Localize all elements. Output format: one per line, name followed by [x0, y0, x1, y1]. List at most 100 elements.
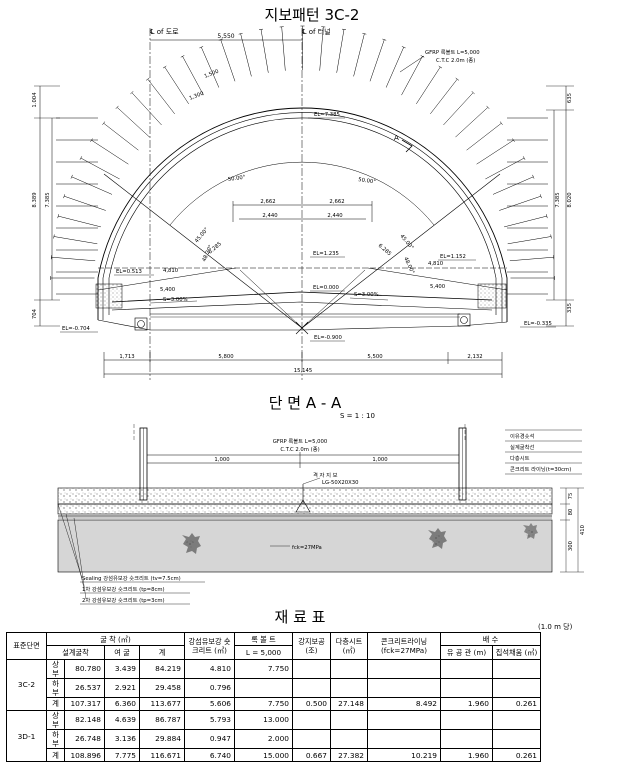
angle-left-1: 45.00° — [194, 227, 210, 245]
rock-bolt-end — [402, 46, 406, 48]
rock-bolt — [148, 79, 175, 114]
shotcrete-cell: 0.947 — [185, 729, 235, 748]
part-cell: 계 — [47, 697, 65, 710]
th-pattern: 표준단면 — [7, 633, 47, 660]
rock-bolt — [72, 177, 112, 195]
rock-bolt — [485, 158, 524, 179]
dim-4810-right: 4,810 — [428, 261, 444, 267]
rockbolt-cell: 15.000 — [235, 748, 293, 761]
rock-bolt — [183, 56, 204, 95]
exc-over-cell: 3.136 — [105, 729, 140, 748]
rock-bolt — [201, 47, 219, 87]
rock-bolt — [386, 47, 404, 87]
rockbolt-cell: 2.000 — [235, 729, 293, 748]
shotcrete-cell: 0.796 — [185, 678, 235, 697]
dim-2662-left: 2,662 — [260, 199, 275, 205]
rock-bolt — [456, 107, 488, 137]
section-gfrp: GFRP 록볼트 L=5,000 — [273, 438, 328, 445]
steel-cell — [293, 678, 331, 697]
gfrp-label: GFRP 록볼트 L=5,000 — [425, 49, 480, 56]
th-exc-over: 여 굴 — [105, 646, 140, 659]
exc-design-cell: 107.317 — [65, 697, 105, 710]
pipe-cell: 1.960 — [441, 697, 493, 710]
rock-bolt — [477, 140, 514, 164]
exc-design-cell: 82.148 — [65, 710, 105, 729]
gravel-cell — [493, 659, 541, 678]
th-rockbolt-len: L = 5,000 — [235, 646, 293, 659]
cl-road-label: ℄ of 도로 — [150, 28, 179, 36]
rockbolt-cell: 13.000 — [235, 710, 293, 729]
dim-4810-left: 4,810 — [163, 268, 179, 274]
sheet-cell — [331, 659, 368, 678]
legend-item-4: 콘크리트 라이닝(t=30cm) — [510, 465, 571, 473]
gravel-cell: 0.261 — [493, 697, 541, 710]
sheet-cell: 27.382 — [331, 748, 368, 761]
bolt-length-2: 1,300 — [189, 90, 206, 101]
exc-design-cell: 108.896 — [65, 748, 105, 761]
rock-bolt-end — [551, 235, 552, 239]
exc-design-cell: 26.748 — [65, 729, 105, 748]
rock-bolt — [493, 177, 533, 195]
th-excavation: 굴 착 (㎥) — [47, 633, 185, 646]
steel-cell — [293, 659, 331, 678]
th-drain-gravel: 집석채움 (㎥) — [493, 646, 541, 659]
rock-bolt-end — [102, 122, 105, 125]
legend-item-2: 실계굴착선 — [510, 443, 534, 451]
sheet-cell: 27.148 — [331, 697, 368, 710]
rock-bolt-end — [533, 175, 535, 179]
slope-right: S=3.00% — [354, 292, 379, 298]
section-dim-80: 80 — [568, 508, 574, 515]
angle-right-2: 48.00° — [402, 256, 415, 275]
rock-bolt — [58, 216, 101, 227]
pipe-cell — [441, 659, 493, 678]
exc-total-cell: 86.787 — [140, 710, 185, 729]
gravel-cell — [493, 678, 541, 697]
exc-design-cell: 26.537 — [65, 678, 105, 697]
steel-support-label: 격 자 지 보 — [313, 471, 338, 479]
rock-bolt-end — [71, 175, 73, 179]
gravel-cell — [493, 710, 541, 729]
exc-design-cell: 80.780 — [65, 659, 105, 678]
rock-bolt — [221, 40, 235, 82]
rock-bolt — [504, 216, 547, 227]
lining-cell — [368, 659, 441, 678]
rock-bolt — [508, 237, 551, 244]
rock-bolt — [430, 79, 457, 114]
left-bottom-dim: 704 — [32, 308, 38, 319]
th-sheet: 다층시트 (㎡) — [331, 633, 368, 660]
rock-bolts — [51, 26, 555, 294]
dim-2440-right: 2,440 — [327, 213, 343, 219]
pipe-cell — [441, 710, 493, 729]
note-first-shotcrete: 1차 강섬유보강 숏크리트 (tp=8cm) — [82, 585, 165, 593]
shotcrete-cell: 4.810 — [185, 659, 235, 678]
th-exc-design: 설계굴착 — [47, 646, 105, 659]
radius-right: 6.285 — [377, 243, 392, 257]
rock-bolt-end — [163, 66, 166, 68]
part-cell: 계 — [47, 748, 65, 761]
materials-table: 표준단면 굴 착 (㎥) 강섬유보강 숏크리트 (㎥) 록 볼 트 강지보공 (… — [6, 632, 541, 762]
rockbolt-cell: 7.750 — [235, 659, 293, 678]
right-height-total: 8.020 — [567, 192, 573, 208]
bolt-length-1: 1,500 — [204, 68, 221, 79]
shotcrete-cell: 5.606 — [185, 697, 235, 710]
rock-bolt — [92, 140, 129, 164]
section-dim-75: 75 — [568, 493, 574, 500]
materials-unit: (1.0 m 당) — [538, 622, 573, 631]
steel-cell: 0.500 — [293, 697, 331, 710]
section-dim-left: 1,000 — [214, 457, 230, 463]
th-lining: 콘크리트라이닝 (fck=27MPa) — [368, 633, 441, 660]
steel-cell — [293, 710, 331, 729]
rock-bolt — [104, 123, 139, 150]
section-legend: 이유경숏석 실계굴착선 다층시트 콘크리트 라이닝(t=30cm) — [505, 430, 582, 474]
section-mark: A — [394, 134, 399, 142]
el-right-spring: EL=1.152 — [440, 254, 466, 260]
section-dim-right: 1,000 — [372, 457, 388, 463]
exc-total-cell: 84.219 — [140, 659, 185, 678]
cl-tunnel-label: ℄ of 터널 — [302, 27, 331, 36]
right-top-dim: 635 — [567, 93, 573, 103]
pipe-cell — [441, 729, 493, 748]
rock-bolt — [354, 34, 365, 77]
exc-over-cell: 7.775 — [105, 748, 140, 761]
angle-left: 50.00° — [227, 175, 246, 183]
